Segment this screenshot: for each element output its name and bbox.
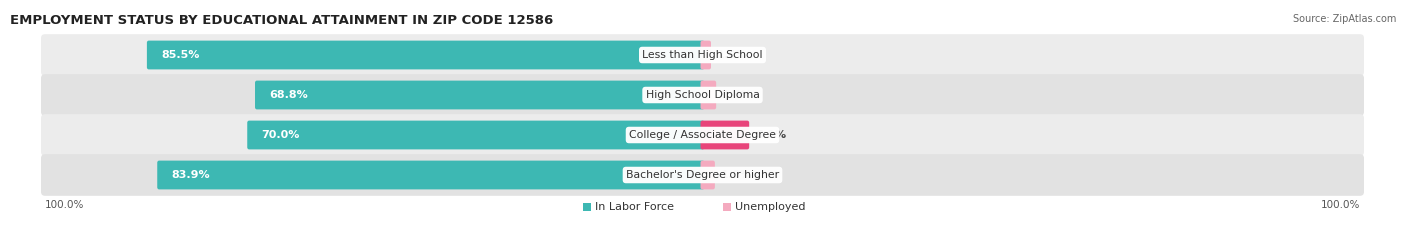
- Text: 1.6%: 1.6%: [721, 170, 752, 180]
- Text: 68.8%: 68.8%: [269, 90, 308, 100]
- Text: 6.9%: 6.9%: [755, 130, 786, 140]
- FancyBboxPatch shape: [723, 203, 731, 211]
- FancyBboxPatch shape: [247, 121, 704, 149]
- FancyBboxPatch shape: [146, 41, 704, 69]
- FancyBboxPatch shape: [700, 41, 711, 69]
- Text: 1.8%: 1.8%: [723, 90, 754, 100]
- Text: 100.0%: 100.0%: [1320, 200, 1360, 210]
- FancyBboxPatch shape: [700, 161, 714, 189]
- FancyBboxPatch shape: [700, 81, 716, 110]
- FancyBboxPatch shape: [583, 203, 591, 211]
- Text: In Labor Force: In Labor Force: [595, 202, 673, 212]
- FancyBboxPatch shape: [254, 81, 704, 110]
- Text: College / Associate Degree: College / Associate Degree: [628, 130, 776, 140]
- Text: High School Diploma: High School Diploma: [645, 90, 759, 100]
- Text: Less than High School: Less than High School: [643, 50, 762, 60]
- Text: 85.5%: 85.5%: [160, 50, 200, 60]
- FancyBboxPatch shape: [41, 154, 1364, 196]
- FancyBboxPatch shape: [41, 74, 1364, 116]
- Text: 70.0%: 70.0%: [262, 130, 299, 140]
- FancyBboxPatch shape: [41, 114, 1364, 156]
- Text: Bachelor's Degree or higher: Bachelor's Degree or higher: [626, 170, 779, 180]
- FancyBboxPatch shape: [157, 161, 704, 189]
- Text: 1.0%: 1.0%: [717, 50, 748, 60]
- Text: 100.0%: 100.0%: [45, 200, 84, 210]
- Text: Unemployed: Unemployed: [735, 202, 806, 212]
- Text: Source: ZipAtlas.com: Source: ZipAtlas.com: [1292, 14, 1396, 24]
- Text: EMPLOYMENT STATUS BY EDUCATIONAL ATTAINMENT IN ZIP CODE 12586: EMPLOYMENT STATUS BY EDUCATIONAL ATTAINM…: [10, 14, 553, 27]
- FancyBboxPatch shape: [700, 121, 749, 149]
- Text: 83.9%: 83.9%: [172, 170, 209, 180]
- FancyBboxPatch shape: [41, 34, 1364, 76]
